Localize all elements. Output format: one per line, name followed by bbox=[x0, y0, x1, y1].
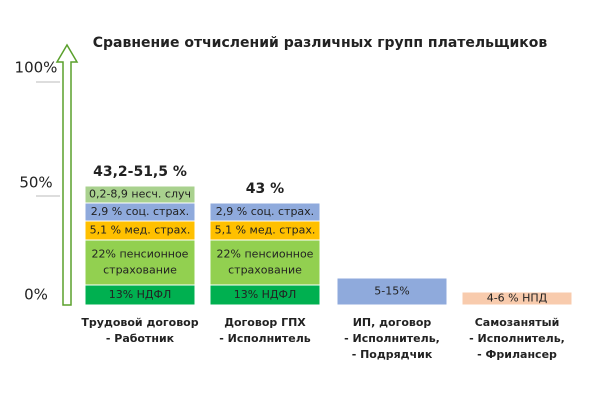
axis-label: 100% bbox=[15, 59, 58, 77]
segment bbox=[84, 185, 196, 204]
segment-label: 13% НДФЛ bbox=[234, 288, 297, 301]
segment-label: 5,1 % мед. страх. bbox=[215, 224, 316, 237]
segment-label: 0,2-8,9 несч. случ bbox=[89, 188, 191, 201]
segment-label: 2,9 % соц. страх. bbox=[91, 205, 189, 218]
axis-arrow bbox=[55, 43, 79, 306]
segment-label: 2,9 % соц. страх. bbox=[216, 205, 314, 218]
axis-label: 0% bbox=[24, 286, 48, 304]
column-caption: - Исполнитель, bbox=[469, 332, 565, 345]
segment bbox=[209, 239, 321, 286]
column-caption: Трудовой договор bbox=[81, 316, 198, 329]
segment bbox=[461, 291, 573, 306]
column-caption: Самозанятый bbox=[475, 316, 560, 329]
segment-label: 4-6 % НПД bbox=[487, 292, 548, 305]
column-caption: ИП, договор bbox=[353, 316, 432, 329]
segment bbox=[84, 239, 196, 286]
segment bbox=[336, 277, 448, 306]
axis-label: 50% bbox=[19, 174, 52, 192]
column-caption: - Фрилансер bbox=[477, 348, 557, 361]
column-header: 43,2-51,5 % bbox=[93, 164, 187, 180]
column-header: 43 % bbox=[246, 181, 284, 197]
title: Сравнение отчислений различных групп пла… bbox=[93, 35, 548, 51]
segment-label: 22% пенсионное bbox=[217, 248, 314, 261]
column-caption: - Подрядчик bbox=[352, 348, 433, 361]
column-caption: - Работник bbox=[106, 332, 175, 345]
segment-label: 5,1 % мед. страх. bbox=[90, 224, 191, 237]
segment-label: страхование bbox=[103, 264, 177, 277]
column-caption: Договор ГПХ bbox=[224, 316, 306, 329]
column-caption: - Исполнитель bbox=[219, 332, 311, 345]
column-caption: - Исполнитель, bbox=[344, 332, 440, 345]
segment-label: страхование bbox=[228, 264, 302, 277]
segment-label: 13% НДФЛ bbox=[109, 288, 172, 301]
segment-label: 22% пенсионное bbox=[92, 248, 189, 261]
segment bbox=[209, 202, 321, 222]
segment-label: 5-15% bbox=[374, 285, 409, 298]
